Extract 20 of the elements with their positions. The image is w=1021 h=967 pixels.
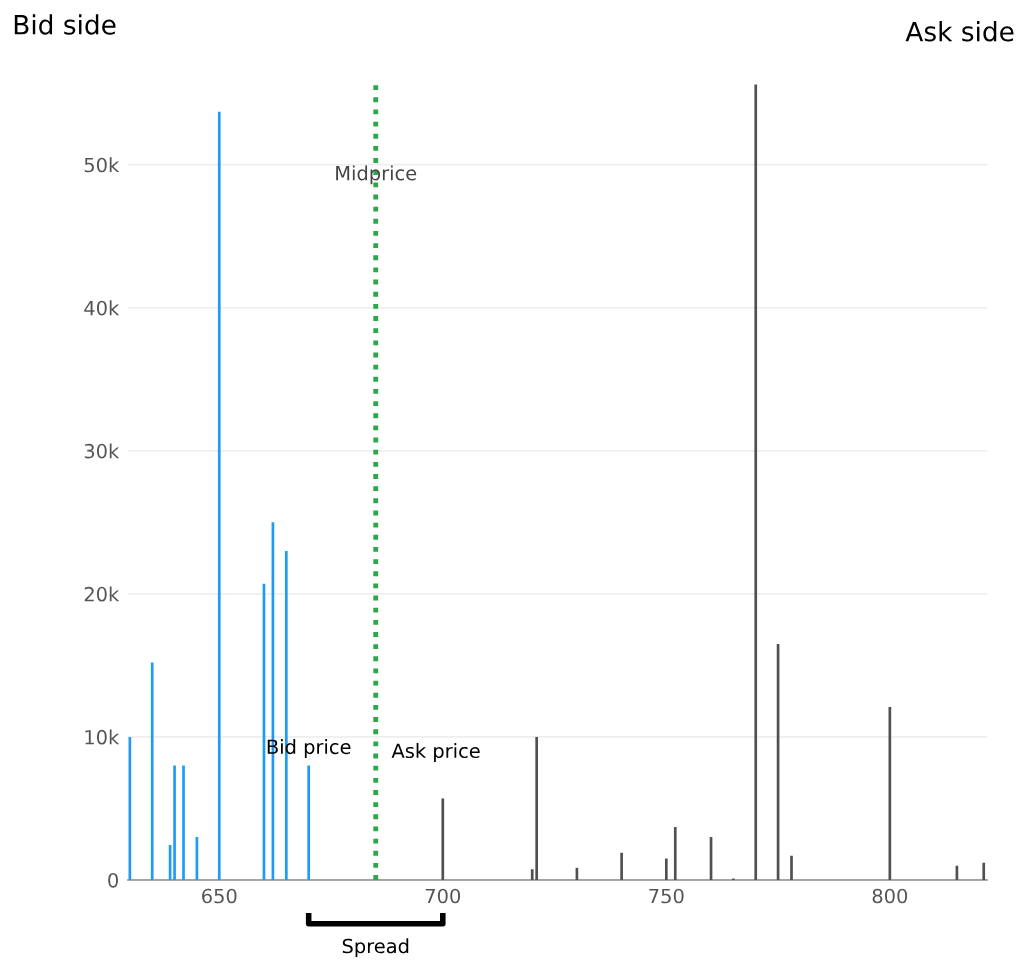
bar [182,765,185,880]
x-tick-label: 650 [202,888,237,904]
text: Spread [342,938,409,958]
text: Ask side [905,21,1014,42]
x-tick-label: 800 [872,888,908,904]
bar [173,765,176,880]
text: Bid side [14,14,116,35]
y-tick-label: 0 [108,872,118,888]
y-tick-label: 40k [84,300,120,316]
bar [307,765,311,880]
annotation: Ask price [391,743,480,762]
x-tick-label: 750 [649,888,684,904]
y-tick-label: 50k [84,157,120,173]
ref-line-label: Midprice [336,165,417,185]
bar [217,111,221,880]
x-tick-label: 700 [425,888,461,904]
y-tick-label: 20k [84,586,120,602]
bar [150,662,154,880]
y-tick-label: 10k [85,729,120,745]
y-tick-label: 30k [84,443,120,459]
